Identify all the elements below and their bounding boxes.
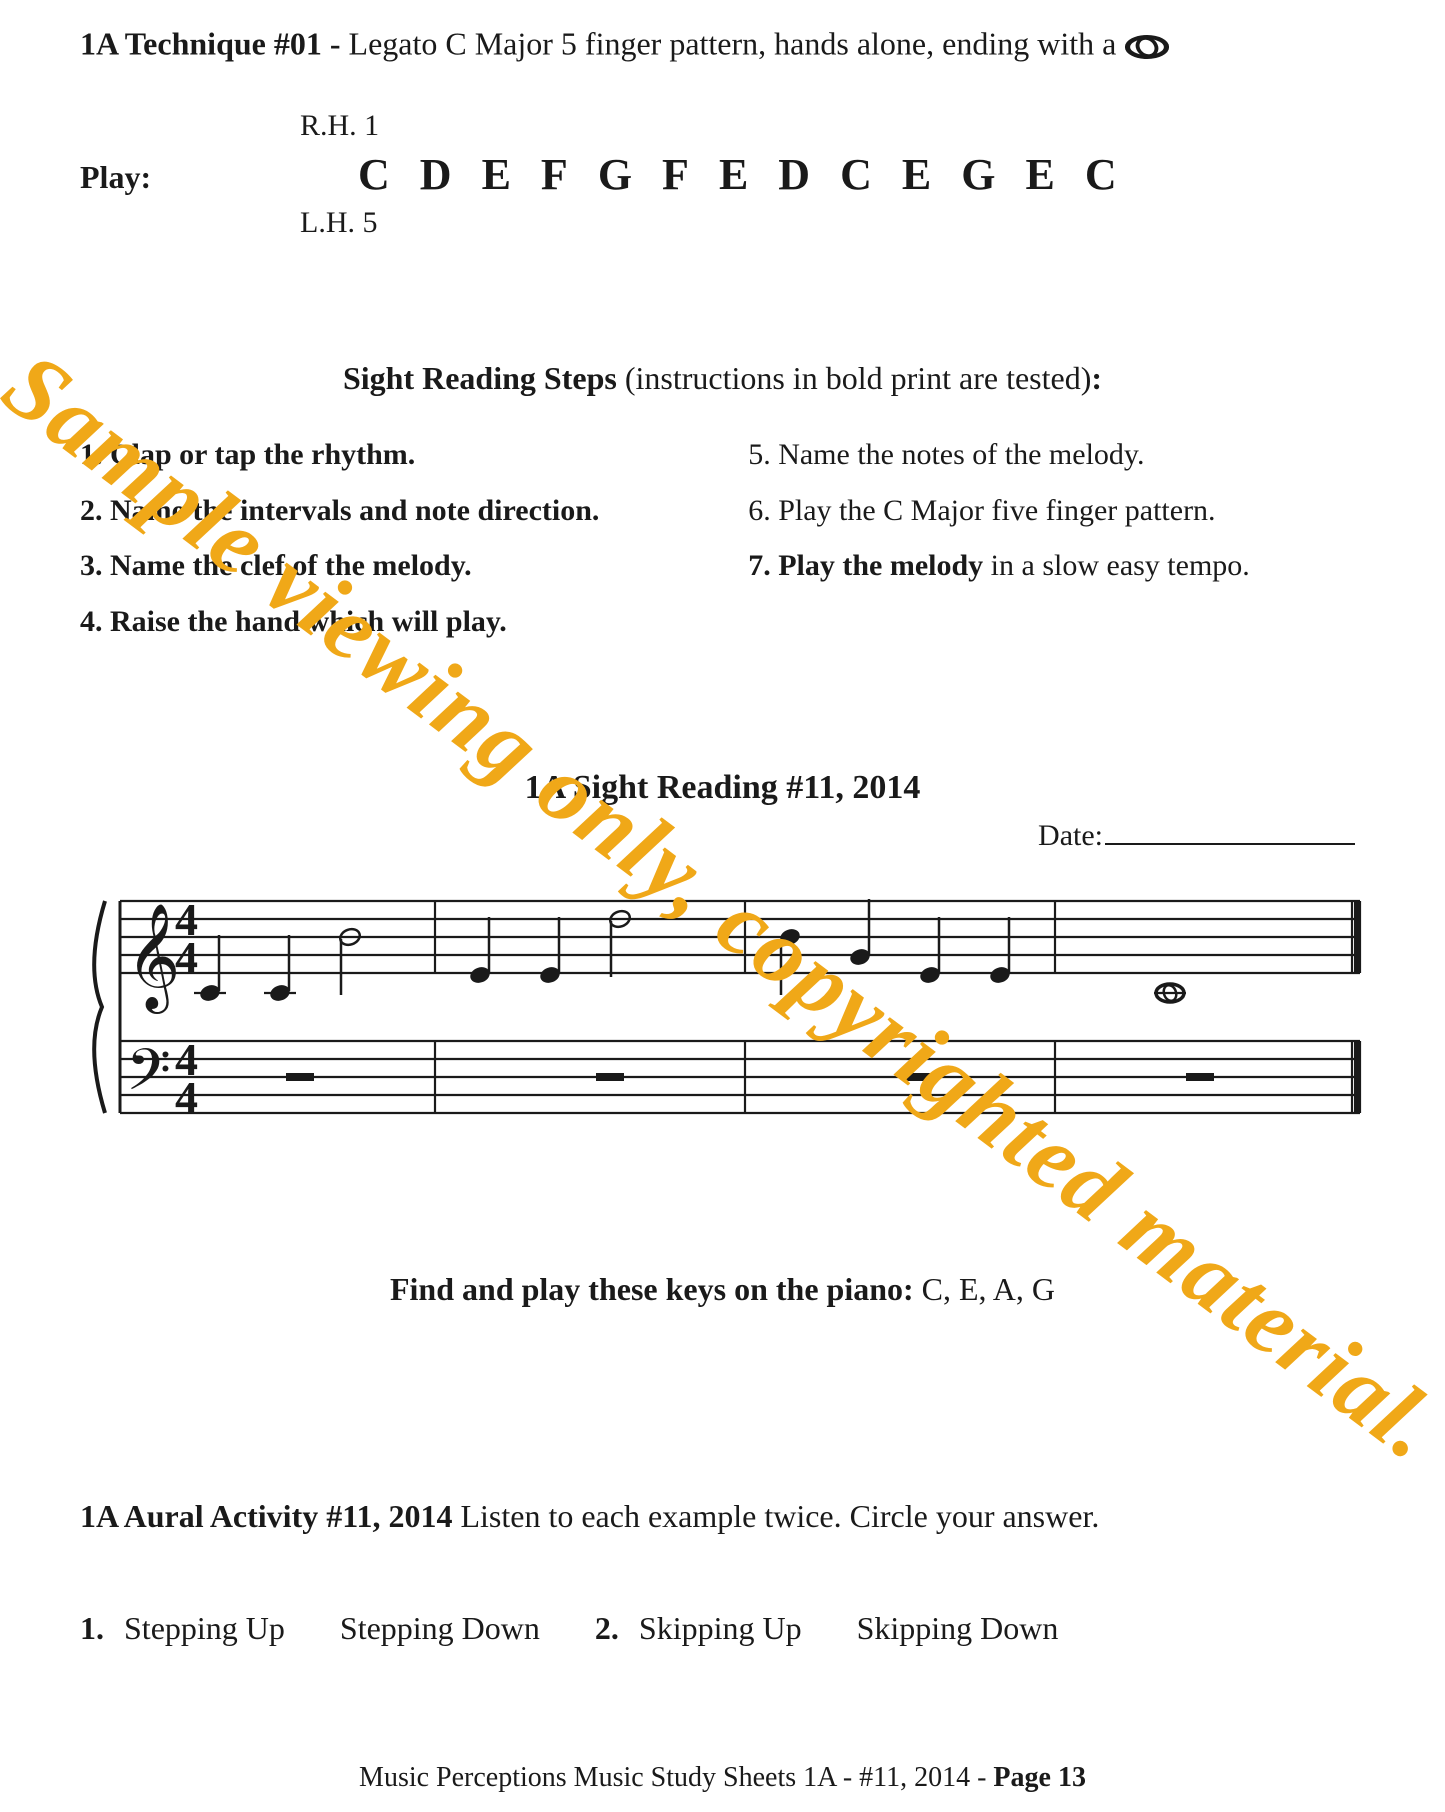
aural-q2: 2. Skipping Up (595, 1610, 802, 1647)
note-letter: D (778, 150, 812, 199)
page-footer: Music Perceptions Music Study Sheets 1A … (0, 1762, 1445, 1794)
steps-heading-colon: : (1091, 360, 1102, 396)
find-keys-line: Find and play these keys on the piano: C… (80, 1271, 1365, 1308)
aural-a1a[interactable]: Stepping Up (124, 1610, 285, 1646)
note-sequence: CDEFGFEDCEGEC (358, 149, 1365, 200)
note-letter: E (719, 150, 750, 199)
svg-text:4: 4 (175, 932, 198, 983)
note-letter: C (1085, 150, 1119, 199)
note-letter: E (902, 150, 933, 199)
aural-num-2: 2. (595, 1610, 619, 1646)
steps-heading-rest: (instructions in bold print are tested) (617, 360, 1092, 396)
footer-page: Page 13 (993, 1762, 1086, 1793)
svg-text:4: 4 (175, 1072, 198, 1123)
aural-q1: 1. Stepping Up (80, 1610, 285, 1647)
steps-heading: Sight Reading Steps (instructions in bol… (80, 360, 1365, 397)
lh-label: L.H. 5 (300, 206, 1365, 240)
technique-heading: 1A Technique #01 - Legato C Major 5 fing… (80, 25, 1365, 69)
steps-right-col: 5. Name the notes of the melody. 6. Play… (748, 427, 1365, 649)
step-7: 7. Play the melody in a slow easy tempo. (748, 538, 1365, 594)
aural-a2a[interactable]: Skipping Up (639, 1610, 802, 1646)
find-keys-list: C, E, A, G (914, 1271, 1055, 1307)
technique-desc: Legato C Major 5 finger pattern, hands a… (349, 25, 1117, 61)
step-7-rest: in a slow easy tempo. (983, 549, 1250, 582)
step-4: 4. Raise the hand which will play. (80, 594, 748, 650)
steps-columns: 1. Clap or tap the rhythm. 2. Name the i… (80, 427, 1365, 649)
note-letter: C (840, 150, 874, 199)
note-letter: F (541, 150, 570, 199)
note-letter: C (358, 150, 392, 199)
step-6: 6. Play the C Major five finger pattern. (748, 483, 1365, 539)
aural-heading-bold: 1A Aural Activity #11, 2014 (80, 1498, 452, 1534)
sight-reading-title: 1A Sight Reading #11, 2014 (80, 769, 1365, 807)
play-label: Play: (80, 159, 151, 196)
whole-note-icon (1125, 25, 1169, 69)
step-7-bold: 7. Play the melody (748, 549, 983, 582)
footer-text: Music Perceptions Music Study Sheets 1A … (359, 1762, 993, 1793)
technique-label: 1A Technique #01 - (80, 25, 349, 61)
music-staff: 𝄞𝄢4444 (80, 871, 1365, 1141)
play-block: Play: R.H. 1 CDEFGFEDCEGEC L.H. 5 (80, 109, 1365, 240)
rh-label: R.H. 1 (300, 109, 1365, 143)
date-label: Date: (1038, 819, 1103, 852)
note-letter: G (598, 150, 634, 199)
steps-heading-bold: Sight Reading Steps (343, 360, 617, 396)
aural-heading: 1A Aural Activity #11, 2014 Listen to ea… (80, 1498, 1365, 1535)
step-1: 1. Clap or tap the rhythm. (80, 427, 748, 483)
step-5: 5. Name the notes of the melody. (748, 427, 1365, 483)
aural-heading-rest: Listen to each example twice. Circle you… (452, 1498, 1099, 1534)
svg-text:𝄞: 𝄞 (126, 904, 180, 1014)
step-2: 2. Name the intervals and note direction… (80, 483, 748, 539)
svg-text:𝄢: 𝄢 (126, 1040, 171, 1117)
date-field: Date: (80, 819, 1365, 853)
aural-a2b[interactable]: Skipping Down (857, 1610, 1059, 1647)
note-letter: G (961, 150, 997, 199)
staff-svg: 𝄞𝄢4444 (80, 871, 1365, 1136)
step-3: 3. Name the clef of the melody. (80, 538, 748, 594)
find-keys-bold: Find and play these keys on the piano: (390, 1271, 914, 1307)
note-letter: E (482, 150, 513, 199)
steps-left-col: 1. Clap or tap the rhythm. 2. Name the i… (80, 427, 748, 649)
note-letter: F (662, 150, 691, 199)
aural-answers-row: 1. Stepping Up Stepping Down 2. Skipping U… (80, 1610, 1365, 1647)
note-letter: D (420, 150, 454, 199)
note-letter: E (1025, 150, 1056, 199)
aural-num-1: 1. (80, 1610, 104, 1646)
date-blank-line[interactable] (1105, 843, 1355, 845)
aural-a1b[interactable]: Stepping Down (340, 1610, 540, 1647)
